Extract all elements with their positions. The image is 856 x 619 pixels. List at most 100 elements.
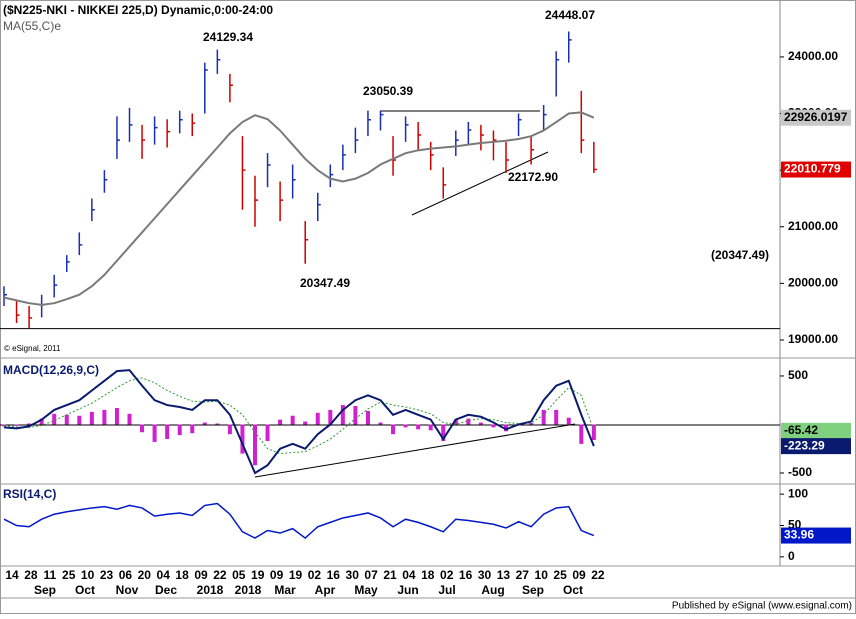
price-bar [455,130,459,156]
x-tick-label: 20 [138,568,152,582]
x-tick-label: 09 [194,568,208,582]
value-box [781,527,851,544]
histogram-bar [27,423,32,425]
x-tick-label: 04 [157,568,171,582]
price-bar [467,122,472,145]
y-tick-label: 24000.00 [788,49,838,63]
x-tick-label: 16 [459,568,473,582]
macd-line [3,369,595,475]
price-bar [329,164,334,188]
price-bar [103,170,108,193]
price-bar [517,113,522,137]
annotation: 24448.07 [545,8,595,22]
x-tick-label: 27 [516,568,530,582]
annotation: 24129.34 [203,30,253,44]
price-bar [480,124,484,151]
histogram-bar [353,406,358,425]
price-bar [555,51,560,97]
histogram-bar [529,423,534,425]
annotation: 23050.39 [363,84,413,98]
price-bar [392,136,397,176]
histogram-bar [278,419,283,425]
histogram-bar [541,409,546,425]
histogram-bar [14,424,19,426]
histogram-bar [77,415,82,425]
signal-line [3,377,595,455]
price-bar [442,167,447,199]
price-bar [28,306,33,329]
histogram-bar [591,424,596,440]
price-bar [166,119,171,148]
value-label: 22926.0197 [784,110,848,124]
x-tick-label: 11 [43,568,56,582]
x-tick-label: 10 [81,568,95,582]
price-bar [542,105,547,131]
month-label: Sep [34,583,56,597]
histogram-bar [64,414,69,425]
histogram-bar [378,422,383,425]
trend-line [411,151,549,216]
histogram-bar [227,424,232,435]
price-bar [568,31,572,63]
histogram-bar [453,419,458,425]
histogram-bar [416,424,421,430]
histogram-bar [328,409,333,425]
histogram-bar [102,409,107,425]
y-tick-label: 0 [788,549,795,563]
month-label: Jun [397,583,418,597]
price-bar [266,153,271,188]
x-tick-label: 05 [232,568,246,582]
price-bar [153,116,158,145]
histogram-bar [52,413,57,425]
x-tick-label: 02 [440,568,454,582]
y-tick-label: 19000.00 [788,332,838,346]
x-tick-label: 28 [24,568,38,582]
x-tick-label: 09 [572,568,586,582]
month-label: Oct [563,583,583,597]
price-bar [3,286,7,307]
y-tick-label: 21000.00 [788,219,838,233]
price-bar [404,116,409,142]
price-bar [530,136,535,165]
price-bar [492,130,497,161]
x-tick-label: 30 [478,568,492,582]
x-tick-label: 14 [5,568,19,582]
price-bar [279,181,284,222]
month-label: Nov [116,583,139,597]
month-label: Sep [522,583,544,597]
x-tick-label: 13 [497,568,511,582]
x-tick-label: 19 [289,568,303,582]
histogram-bar [140,424,145,433]
x-tick-label: 30 [346,568,360,582]
x-tick-label: 18 [421,568,435,582]
price-bar [216,49,221,74]
month-label: Mar [274,583,296,597]
value-box [781,109,851,126]
histogram-bar [190,424,195,434]
price-bar [417,122,422,151]
price-bar [204,62,208,114]
price-bar [191,113,196,137]
histogram-bar [265,424,270,441]
value-label: -223.29 [784,438,825,452]
month-label: Aug [481,583,504,597]
histogram-bar [240,424,245,454]
legend-entry: MA(55,C)e [3,19,61,33]
price-bar [15,300,20,324]
value-label: 22010.779 [784,162,841,176]
histogram-bar [39,418,44,425]
month-label: 2018 [197,583,224,597]
price-bar [304,221,309,264]
value-box [781,161,851,178]
histogram-bar [491,424,496,428]
x-tick-label: 22 [591,568,605,582]
histogram-bar [391,424,396,435]
value-label: 33.96 [784,528,814,542]
y-tick-label: 500 [788,368,808,382]
histogram-bar [303,421,308,425]
histogram-bar [215,423,220,425]
histogram-bar [315,412,320,425]
price-bar [593,141,597,173]
